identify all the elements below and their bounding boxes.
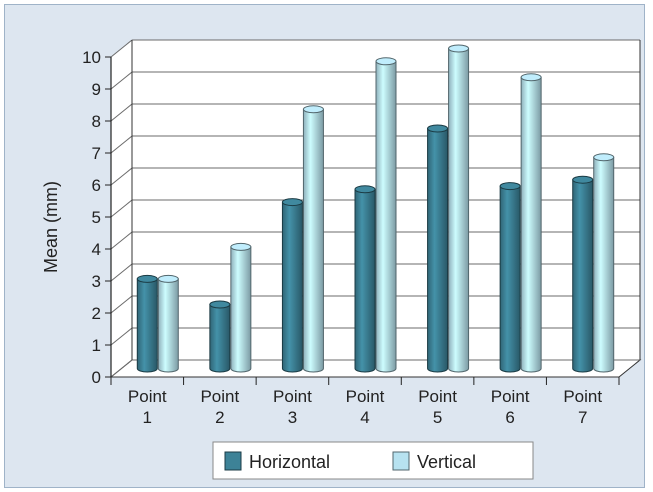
legend-label-horizontal: Horizontal <box>249 452 330 472</box>
x-tick-label: Point 1 <box>128 387 167 427</box>
bar-horizontal-5 <box>427 128 449 373</box>
bar-top-horizontal-3 <box>281 198 303 207</box>
bar-top-horizontal-4 <box>354 185 376 194</box>
gridline-diagonal <box>110 359 133 378</box>
bar-horizontal-4 <box>354 188 376 373</box>
legend-label-vertical: Vertical <box>417 452 476 472</box>
bar-vertical-4 <box>375 60 397 373</box>
bar-vertical-7 <box>593 156 615 373</box>
bar-top-vertical-5 <box>448 44 470 53</box>
bar-chart: 0 1 2 3 4 5 6 7 8 9 10 Mean (mm) Point 1 Point 2 Point 3 P… <box>41 39 642 480</box>
y-tick-label: 1 <box>92 336 101 355</box>
gridline-diagonal <box>110 263 133 282</box>
bar-vertical-5 <box>448 48 470 373</box>
bar-vertical-2 <box>230 246 252 373</box>
legend-box <box>212 441 534 480</box>
bar-vertical-1 <box>157 278 179 373</box>
x-tick-label: Point 4 <box>346 387 385 427</box>
bar-top-horizontal-6 <box>499 182 521 191</box>
bar-vertical-3 <box>302 108 324 373</box>
y-tick-label: 10 <box>82 48 101 67</box>
x-tick-label: Point 3 <box>273 387 312 427</box>
y-tick-label: 7 <box>92 144 101 163</box>
bar-horizontal-1 <box>136 278 158 373</box>
bar-horizontal-2 <box>209 304 231 373</box>
gridline-diagonal <box>110 199 133 218</box>
bar-vertical-6 <box>520 76 542 373</box>
x-tick-label: Point 2 <box>200 387 239 427</box>
bar-horizontal-6 <box>499 185 521 373</box>
gridline-diagonal <box>110 231 133 250</box>
y-tick-label: 5 <box>92 208 101 227</box>
legend-swatch-vertical <box>392 451 410 471</box>
gridline-diagonal <box>110 103 133 122</box>
x-tick-label: Point 5 <box>418 387 457 427</box>
bar-horizontal-7 <box>572 179 594 373</box>
y-tick-label: 3 <box>92 272 101 291</box>
bar-top-vertical-1 <box>157 274 179 283</box>
bar-top-vertical-7 <box>593 153 615 162</box>
gridline-diagonal <box>110 135 133 154</box>
y-tick-label: 6 <box>92 176 101 195</box>
y-tick-label: 4 <box>92 240 101 259</box>
gridline-diagonal <box>110 295 133 314</box>
chart-figure: 0 1 2 3 4 5 6 7 8 9 10 Mean (mm) Point 1 Point 2 Point 3 P… <box>4 4 645 488</box>
y-axis-title: Mean (mm) <box>41 181 61 273</box>
y-tick-label: 9 <box>92 80 101 99</box>
bar-top-horizontal-7 <box>572 175 594 184</box>
bar-horizontal-3 <box>281 201 303 373</box>
y-tick-label: 8 <box>92 112 101 131</box>
bar-top-horizontal-5 <box>427 124 449 133</box>
bar-top-vertical-3 <box>302 105 324 114</box>
gridline-diagonal <box>110 71 133 90</box>
bar-top-vertical-6 <box>520 73 542 82</box>
gridline-diagonal <box>110 167 133 186</box>
bar-top-horizontal-2 <box>209 300 231 309</box>
legend-swatch-horizontal <box>224 451 242 471</box>
bar-top-horizontal-1 <box>136 274 158 283</box>
x-tick-label: Point 7 <box>563 387 602 427</box>
bar-top-vertical-2 <box>230 242 252 251</box>
gridline-diagonal <box>110 39 133 58</box>
gridline-diagonal <box>110 327 133 346</box>
x-tick-label: Point 6 <box>491 387 530 427</box>
bar-top-vertical-4 <box>375 57 397 66</box>
y-tick-label: 0 <box>92 368 101 387</box>
y-tick-label: 2 <box>92 304 101 323</box>
